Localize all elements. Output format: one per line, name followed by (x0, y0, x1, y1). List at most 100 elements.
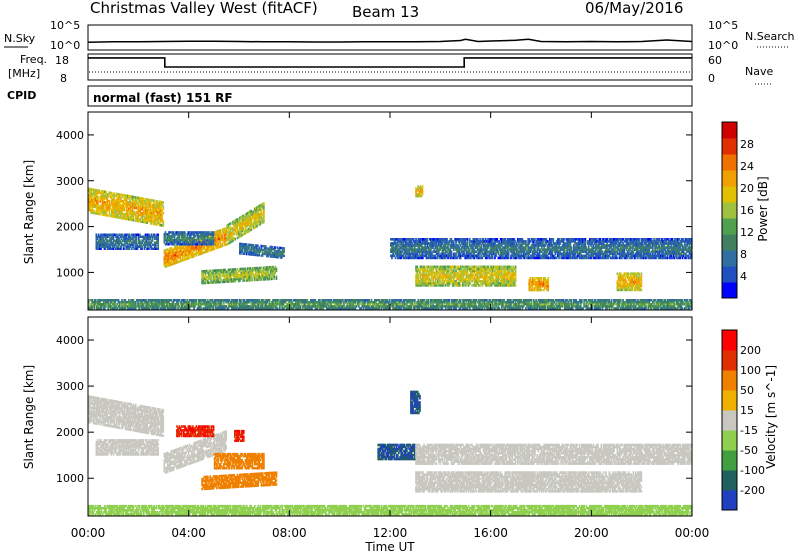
heatmap-cell (180, 245, 183, 248)
heatmap-cell (126, 215, 129, 219)
heatmap-cell (227, 227, 230, 231)
heatmap-cell (141, 235, 143, 238)
heatmap-cell (212, 233, 215, 236)
heatmap-cell (235, 222, 238, 226)
heatmap-cell (137, 211, 139, 214)
heatmap-cell (107, 245, 109, 248)
heatmap-cell (96, 208, 98, 211)
heatmap-cell (188, 233, 191, 236)
heatmap-cell (191, 243, 193, 246)
heatmap-cell (105, 205, 107, 209)
heatmap-cell (165, 260, 168, 264)
heatmap-cell (216, 230, 218, 233)
nave-tick-top: 60 (708, 54, 722, 67)
heatmap-cell (119, 235, 122, 238)
heatmap-cell (145, 247, 148, 250)
heatmap-cell (115, 209, 118, 212)
heatmap-cell (125, 247, 127, 250)
heatmap-cell (252, 247, 255, 251)
heatmap-cell (146, 215, 148, 218)
heatmap-cell (249, 218, 251, 222)
heatmap-cell (192, 253, 194, 256)
heatmap-cell (163, 257, 166, 261)
heatmap-cell (102, 207, 105, 210)
heatmap-cell (199, 244, 201, 248)
heatmap-cell (193, 252, 195, 256)
heatmap-cell (233, 220, 235, 223)
heatmap-cell (95, 247, 98, 250)
heatmap-cell (189, 239, 192, 242)
heatmap-cell (165, 237, 168, 240)
heatmap-cell (237, 221, 240, 225)
heatmap-cell (101, 245, 103, 248)
heatmap-cell (259, 208, 262, 211)
heatmap-cell (134, 198, 137, 201)
heatmap-cell (132, 241, 134, 244)
heatmap-cell (212, 239, 215, 242)
heatmap-cell (243, 250, 246, 254)
heatmap-cell (100, 194, 103, 197)
heatmap-cell (118, 210, 121, 213)
heatmap-cell (240, 230, 242, 233)
heatmap-cell (90, 194, 92, 197)
heatmap-cell (260, 215, 263, 219)
heatmap-cell (260, 209, 263, 213)
heatmap-cell (115, 201, 118, 204)
heatmap-cell (225, 233, 227, 236)
heatmap-cell (207, 231, 209, 234)
heatmap-cell (176, 249, 178, 252)
heatmap-cell (258, 213, 261, 216)
heatmap-cell (210, 243, 213, 246)
heatmap-cell (125, 202, 128, 206)
heatmap-cell (126, 243, 129, 246)
heatmap-cell (181, 257, 184, 260)
heatmap-cell (165, 248, 168, 252)
heatmap-cell (172, 241, 175, 244)
heatmap-cell (105, 239, 108, 242)
heatmap-cell (173, 258, 176, 261)
heatmap-cell (283, 254, 285, 258)
heatmap-cell (239, 231, 241, 234)
heatmap-cell (89, 187, 91, 191)
heatmap-cell (123, 215, 126, 218)
heatmap-cell (117, 201, 120, 204)
heatmap-cell (136, 211, 138, 214)
heatmap-cell (160, 223, 162, 227)
heatmap-cell (266, 253, 268, 256)
heatmap-cell (156, 219, 159, 222)
heatmap-cell (188, 244, 191, 247)
heatmap-cell (170, 255, 173, 258)
heatmap-cell (131, 241, 133, 244)
heatmap-cell (119, 247, 122, 250)
heatmap-cell (210, 248, 213, 252)
heatmap-cell (96, 241, 99, 244)
heatmap-cell (256, 253, 258, 257)
heatmap-cell (94, 205, 97, 209)
heatmap-cell (144, 208, 146, 211)
heatmap-cell (137, 207, 139, 210)
heatmap-cell (253, 213, 256, 217)
heatmap-cell (124, 194, 127, 197)
heatmap-cell (156, 216, 159, 220)
heatmap-cell (124, 241, 126, 244)
heatmap-cell (163, 241, 166, 244)
heatmap-cell (170, 235, 173, 238)
heatmap-cell (133, 247, 135, 250)
heatmap-cell (108, 212, 111, 215)
heatmap-cell (179, 253, 182, 257)
heatmap-cell (148, 211, 151, 214)
heatmap-cell (112, 202, 114, 206)
heatmap-cell (125, 205, 128, 208)
heatmap-cell (212, 231, 215, 234)
heatmap-cell (205, 250, 208, 253)
heatmap-cell (253, 209, 256, 213)
heatmap-cell (145, 214, 147, 218)
heatmap-cell (275, 275, 278, 278)
heatmap-cell (570, 246, 573, 249)
heatmap-cell (107, 233, 109, 236)
heatmap-cell (165, 258, 168, 262)
heatmap-cell (111, 247, 114, 250)
noise-left-tick-bottom: 10^0 (50, 39, 80, 52)
heatmap-cell (118, 199, 121, 203)
heatmap-cell (244, 243, 247, 246)
